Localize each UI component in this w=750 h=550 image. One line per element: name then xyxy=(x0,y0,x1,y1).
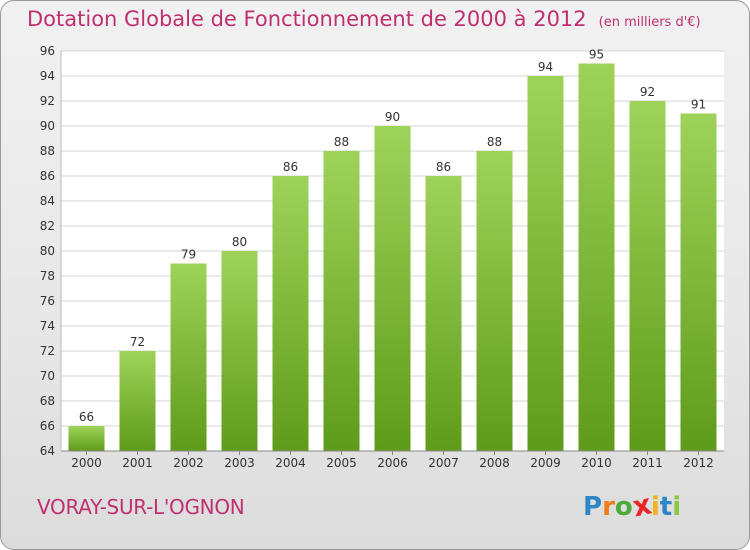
data-label: 91 xyxy=(691,98,706,112)
x-tick-label: 2000 xyxy=(71,456,102,470)
x-tick-label: 2005 xyxy=(326,456,357,470)
y-tick-label: 68 xyxy=(40,394,55,408)
y-tick-label: 76 xyxy=(40,294,55,308)
data-label: 88 xyxy=(334,135,349,149)
y-tick-label: 72 xyxy=(40,344,55,358)
data-label: 95 xyxy=(589,48,604,62)
x-tick-label: 2009 xyxy=(530,456,561,470)
y-tick-label: 96 xyxy=(40,44,55,58)
bar xyxy=(680,113,717,451)
y-tick-label: 78 xyxy=(40,269,55,283)
chart-title-text: Dotation Globale de Fonctionnement de 20… xyxy=(27,7,587,31)
bar xyxy=(629,101,666,451)
y-tick-label: 92 xyxy=(40,94,55,108)
bar xyxy=(68,426,105,451)
chart-unit-label: (en milliers d'€) xyxy=(598,15,701,30)
x-tick-label: 2010 xyxy=(581,456,612,470)
x-tick-label: 2007 xyxy=(428,456,459,470)
bar xyxy=(527,76,564,451)
x-tick-label: 2004 xyxy=(275,456,306,470)
bar xyxy=(221,251,258,451)
data-label: 92 xyxy=(640,85,655,99)
data-label: 86 xyxy=(436,160,451,174)
bar xyxy=(425,176,462,451)
bar xyxy=(374,126,411,451)
bar xyxy=(476,151,513,451)
bar xyxy=(119,351,156,451)
y-tick-label: 64 xyxy=(40,444,55,458)
y-tick-label: 90 xyxy=(40,119,55,133)
bar xyxy=(323,151,360,451)
data-label: 72 xyxy=(130,335,145,349)
logo-letter: i xyxy=(650,492,660,522)
logo-letter: o xyxy=(614,492,633,522)
bar xyxy=(578,63,615,451)
chart-title: Dotation Globale de Fonctionnement de 20… xyxy=(27,7,701,31)
data-label: 88 xyxy=(487,135,502,149)
y-tick-label: 82 xyxy=(40,219,55,233)
logo-letter: r xyxy=(602,492,615,522)
x-tick-label: 2012 xyxy=(683,456,714,470)
data-label: 90 xyxy=(385,110,400,124)
y-tick-label: 80 xyxy=(40,244,55,258)
y-tick-label: 70 xyxy=(40,369,55,383)
y-tick-label: 86 xyxy=(40,169,55,183)
x-tick-label: 2001 xyxy=(122,456,153,470)
bar xyxy=(170,263,207,451)
x-tick-label: 2003 xyxy=(224,456,255,470)
bar xyxy=(272,176,309,451)
x-tick-label: 2006 xyxy=(377,456,408,470)
y-tick-label: 94 xyxy=(40,69,55,83)
data-label: 80 xyxy=(232,235,247,249)
data-label: 79 xyxy=(181,248,196,262)
y-tick-label: 74 xyxy=(40,319,55,333)
x-tick-label: 2008 xyxy=(479,456,510,470)
logo-letter: i xyxy=(672,492,682,522)
x-tick-label: 2002 xyxy=(173,456,204,470)
y-tick-label: 66 xyxy=(40,419,55,433)
logo-letter: P xyxy=(583,492,603,522)
data-label: 94 xyxy=(538,60,553,74)
commune-name: VORAY-SUR-L'OGNON xyxy=(37,495,245,519)
data-label: 86 xyxy=(283,160,298,174)
proxiti-logo: Proxiti xyxy=(583,487,682,523)
logo-letter: t xyxy=(659,492,673,522)
y-tick-label: 88 xyxy=(40,144,55,158)
x-tick-label: 2011 xyxy=(632,456,663,470)
y-tick-label: 84 xyxy=(40,194,55,208)
data-label: 66 xyxy=(79,410,94,424)
